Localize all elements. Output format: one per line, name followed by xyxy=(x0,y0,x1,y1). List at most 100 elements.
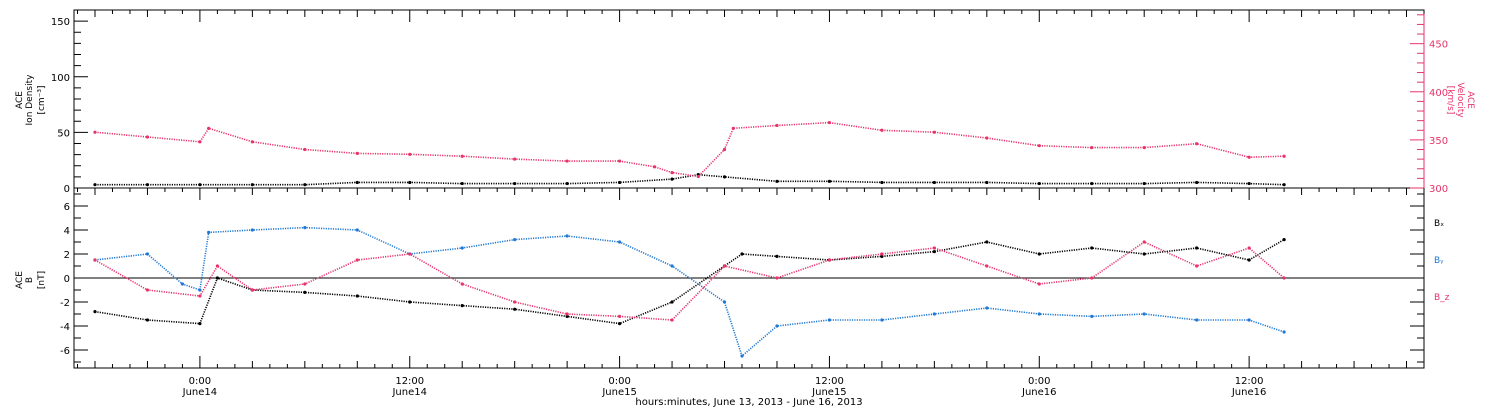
velocity-point xyxy=(513,157,517,161)
top-left-tick-label: 50 xyxy=(57,128,70,139)
ion-density-point xyxy=(565,181,569,186)
x-axis: 0:00June1412:00June140:00June1512:00June… xyxy=(76,10,1425,398)
bx-point xyxy=(215,276,219,280)
bz-point xyxy=(513,300,517,304)
legend-bz: B_z xyxy=(1434,293,1450,303)
velocity-point xyxy=(670,171,674,175)
top-panel-frame xyxy=(73,9,1425,189)
ion-density-point xyxy=(775,179,779,183)
bx-point xyxy=(1037,252,1041,256)
bz-point xyxy=(932,246,936,250)
by-line xyxy=(94,226,1285,358)
velocity-point xyxy=(565,159,569,163)
top-panel-axes: 0 50 100 150 300 350 400 450 xyxy=(51,9,1448,195)
top-left-ylabel-line3: [cm⁻³] xyxy=(37,85,47,114)
velocity-point xyxy=(1247,155,1251,159)
by-point xyxy=(250,228,254,232)
ion-density-point xyxy=(198,183,202,187)
velocity-point xyxy=(932,130,936,134)
ion-density-point xyxy=(1282,183,1286,187)
bz-point xyxy=(670,318,674,322)
velocity-point xyxy=(1282,154,1286,158)
bx-point xyxy=(1090,246,1094,250)
bx-point xyxy=(1282,238,1286,242)
top-left-ylabel-line2: Ion Density xyxy=(25,74,35,126)
ion-density-point xyxy=(145,183,150,187)
top-left-tick-label: 100 xyxy=(51,73,70,84)
ion-density-point xyxy=(827,179,832,183)
bottom-tick-label: 2 xyxy=(64,250,70,261)
bz-point xyxy=(565,312,569,316)
bottom-tick-label: 4 xyxy=(64,226,70,237)
bz-point xyxy=(250,288,254,292)
bz-point xyxy=(1142,240,1146,244)
x-tick-label-time: 12:00 xyxy=(815,376,844,387)
by-point xyxy=(740,354,744,358)
top-right-tick-label: 350 xyxy=(1429,136,1448,147)
bx-point xyxy=(670,300,674,304)
by-point xyxy=(145,252,150,256)
ion-density-line xyxy=(95,173,1285,186)
bx-point xyxy=(880,254,884,258)
top-right-tick-label: 400 xyxy=(1429,88,1448,99)
ion-density-point xyxy=(408,180,412,185)
ion-density-point xyxy=(617,180,622,185)
plot-series xyxy=(93,120,1286,358)
bottom-tick-label: 6 xyxy=(64,202,70,213)
velocity-point xyxy=(198,140,202,144)
velocity-point xyxy=(145,135,150,139)
bottom-tick-label: -2 xyxy=(60,298,70,309)
by-point xyxy=(180,282,185,286)
x-axis-title: hours:minutes, June 13, 2013 - June 16, … xyxy=(635,397,862,408)
x-tick-label-date: June14 xyxy=(391,387,427,398)
bz-point xyxy=(985,264,989,268)
bottom-ylabel-line3: [nT] xyxy=(37,271,47,289)
bz-point xyxy=(460,282,464,286)
by-point xyxy=(1247,318,1251,322)
x-tick-label-time: 0:00 xyxy=(1028,376,1050,387)
velocity-point xyxy=(1142,145,1146,150)
bz-point xyxy=(1195,264,1199,268)
by-point xyxy=(775,324,779,328)
velocity-point xyxy=(731,126,735,130)
bz-point xyxy=(93,258,97,262)
velocity-point xyxy=(827,120,832,125)
bottom-ylabel-line1: ACE xyxy=(15,271,25,289)
by-point xyxy=(460,246,464,250)
bottom-tick-label: 0 xyxy=(64,274,70,285)
top-right-tick-label: 300 xyxy=(1429,184,1448,195)
by-point xyxy=(722,300,727,304)
velocity-point xyxy=(722,147,727,152)
ion-density-point xyxy=(1142,181,1146,186)
bx-point xyxy=(1142,252,1146,256)
bx-point xyxy=(740,252,744,256)
bx-point xyxy=(303,290,307,294)
bz-point xyxy=(1090,276,1094,280)
velocity-point xyxy=(880,128,884,132)
ion-density-point xyxy=(985,180,989,185)
bz-point xyxy=(775,276,779,280)
x-tick-label-time: 0:00 xyxy=(608,376,630,387)
ion-density-point xyxy=(460,181,464,186)
ion-density-point xyxy=(1247,181,1251,186)
by-point xyxy=(670,264,674,268)
velocity-point xyxy=(355,151,359,155)
bx-point xyxy=(565,314,569,318)
bx-point xyxy=(775,254,779,258)
bx-point xyxy=(355,294,359,298)
velocity-point xyxy=(460,154,464,158)
bx-point xyxy=(198,322,202,326)
top-right-ylabel-line2: Velocity xyxy=(1455,82,1465,118)
legend-bx: Bₓ xyxy=(1434,219,1444,229)
velocity-point xyxy=(408,152,412,156)
x-tick-label-time: 12:00 xyxy=(1235,376,1264,387)
legend-by: Bᵧ xyxy=(1434,256,1444,266)
bx-point xyxy=(408,300,412,304)
bz-point xyxy=(1282,276,1286,280)
ion-density-point xyxy=(513,181,517,186)
by-point xyxy=(1195,318,1199,322)
bz-line xyxy=(94,241,1285,321)
x-tick-label-date: June15 xyxy=(601,387,637,398)
bx-point xyxy=(932,250,936,254)
top-right-ylabel-line3: [km/s] xyxy=(1445,86,1455,115)
